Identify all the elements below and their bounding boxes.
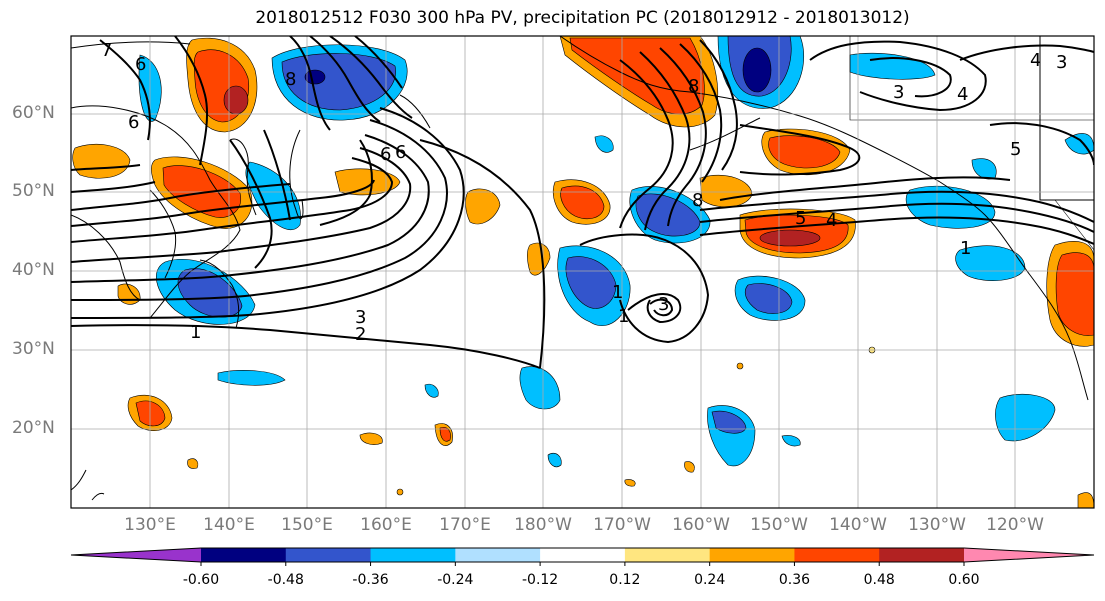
colorbar-tick-label: -0.48 bbox=[267, 572, 304, 588]
contour-label: 6 bbox=[380, 144, 391, 165]
colorbar-cells bbox=[70, 547, 1095, 563]
colorbar-tick-label: -0.36 bbox=[352, 572, 389, 588]
colorbar-tick-label: -0.60 bbox=[182, 572, 220, 588]
colorbar-cell bbox=[285, 548, 372, 562]
colorbar-tick-label: 0.48 bbox=[863, 572, 895, 588]
contour-label: 3 bbox=[1056, 52, 1067, 73]
pv-contours bbox=[71, 36, 1094, 369]
contour-label: 1 bbox=[618, 306, 629, 327]
colorbar-tick-label: 0.24 bbox=[694, 572, 726, 588]
lon-label: 160°W bbox=[672, 515, 730, 535]
colorbar-tick-label: -0.24 bbox=[437, 572, 474, 588]
contour-label: 8 bbox=[692, 190, 703, 211]
lat-label: 60°N bbox=[12, 103, 55, 123]
pv-contour-labels: 7 6 6 8 6 6 3 2 1 1 3 1 8 8 5 4 3 4 5 4 … bbox=[101, 40, 1067, 345]
colorbar-cell bbox=[709, 548, 795, 562]
contour-label: 1 bbox=[190, 322, 201, 343]
lon-label: 120°W bbox=[986, 515, 1044, 535]
contour-label: 4 bbox=[1030, 50, 1041, 71]
lat-label: 40°N bbox=[12, 260, 55, 280]
colorbar-extend-low bbox=[71, 548, 201, 562]
lon-label: 130°W bbox=[908, 515, 966, 535]
lon-label: 170°E bbox=[439, 515, 491, 535]
colorbar-tick-label: 0.36 bbox=[778, 572, 811, 588]
colorbar-tick-label: 0.12 bbox=[609, 572, 641, 588]
contour-label: 6 bbox=[135, 54, 146, 75]
colorbar-cell bbox=[540, 548, 626, 562]
colorbar-cell bbox=[201, 548, 287, 562]
contour-label: 8 bbox=[285, 69, 296, 90]
colorbar-cell bbox=[794, 548, 880, 562]
contour-label: 3 bbox=[355, 307, 366, 328]
contour-label: 6 bbox=[128, 112, 139, 133]
lon-label: 140°W bbox=[829, 515, 887, 535]
contour-label: 7 bbox=[101, 40, 112, 61]
lon-label: 140°E bbox=[203, 515, 255, 535]
lat-label: 50°N bbox=[12, 181, 55, 201]
graticule bbox=[71, 36, 1094, 508]
colorbar-tick-label: 0.60 bbox=[948, 572, 980, 588]
contour-label: 2 bbox=[355, 324, 366, 345]
colorbar-extend-high bbox=[964, 548, 1094, 562]
lat-label: 20°N bbox=[12, 418, 55, 438]
contour-label: 5 bbox=[795, 208, 806, 229]
colorbar-cell bbox=[624, 548, 711, 562]
contour-label: 3 bbox=[658, 294, 669, 315]
lon-label: 150°W bbox=[750, 515, 808, 535]
contour-label: 8 bbox=[688, 76, 699, 97]
lat-label: 30°N bbox=[12, 339, 55, 359]
contour-label: 6 bbox=[395, 142, 406, 163]
colorbar-cell bbox=[370, 548, 456, 562]
contour-label: 3 bbox=[893, 82, 904, 103]
contour-label: 4 bbox=[826, 210, 837, 231]
contour-label: 1 bbox=[960, 238, 971, 259]
contour-label: 4 bbox=[957, 84, 968, 105]
map-title: 2018012512 F030 300 hPa PV, precipitatio… bbox=[255, 8, 910, 28]
lon-label: 160°E bbox=[360, 515, 412, 535]
lon-label: 180°W bbox=[514, 515, 572, 535]
lon-label: 130°E bbox=[124, 515, 176, 535]
map-panel: 7 6 6 8 6 6 3 2 1 1 3 1 8 8 5 4 3 4 5 4 … bbox=[70, 35, 1095, 509]
lon-label: 170°W bbox=[593, 515, 651, 535]
colorbar-cell bbox=[455, 548, 541, 562]
colorbar-cell bbox=[879, 548, 965, 562]
coastlines bbox=[71, 36, 1094, 501]
colorbar-tick-label: -0.12 bbox=[521, 572, 559, 588]
contour-label: 5 bbox=[1010, 139, 1021, 160]
colorbar bbox=[70, 547, 1095, 566]
contour-label: 1 bbox=[612, 282, 623, 303]
colorbar-ticks bbox=[200, 562, 965, 566]
lon-label: 150°E bbox=[281, 515, 333, 535]
